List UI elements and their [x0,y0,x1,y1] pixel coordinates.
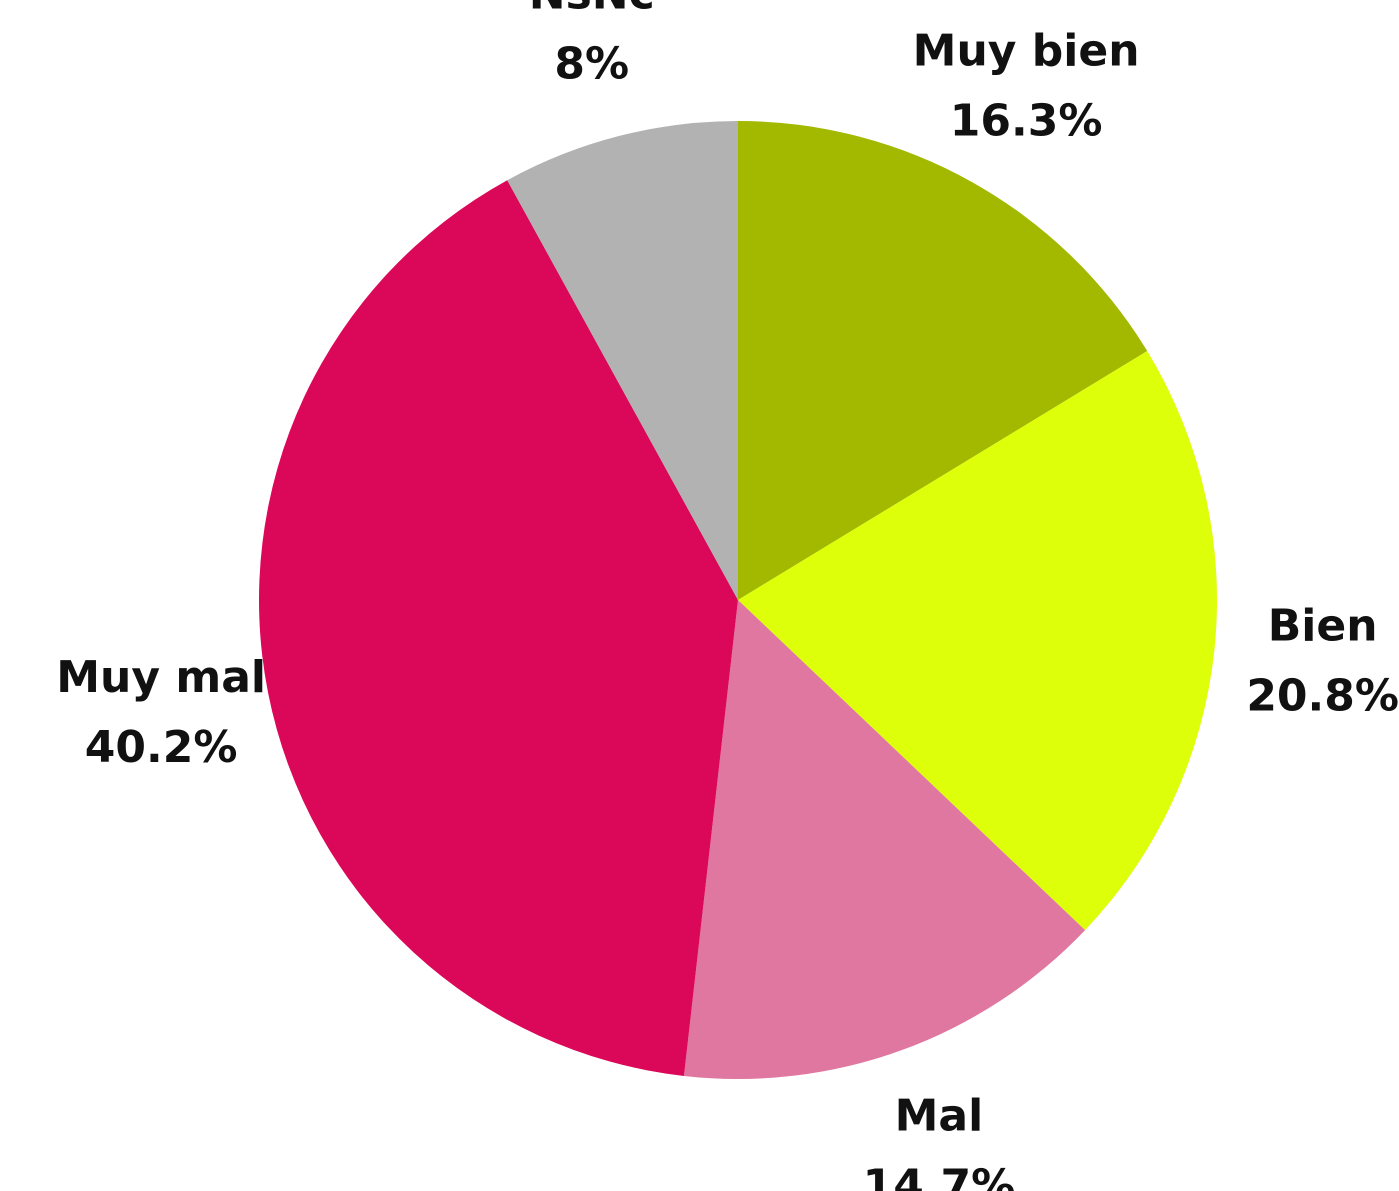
value-label: 16.3% [950,95,1103,146]
value-label: 40.2% [85,722,238,773]
value-label: 20.8% [1246,671,1399,722]
pie-slice [258,180,738,1076]
slice-label: Muy bien [913,25,1140,76]
slice-label: Bien [1268,601,1378,652]
slice-label: NsNc [529,0,655,19]
pie-slice [507,121,738,600]
value-label: 8% [554,38,629,89]
slice-label: Mal [895,1091,984,1142]
value-label: 14.7% [863,1161,1016,1191]
slice-label: Muy mal [56,652,266,703]
pie-slice [738,351,1217,931]
pie-slice [738,121,1148,600]
pie-slice [683,600,1086,1079]
